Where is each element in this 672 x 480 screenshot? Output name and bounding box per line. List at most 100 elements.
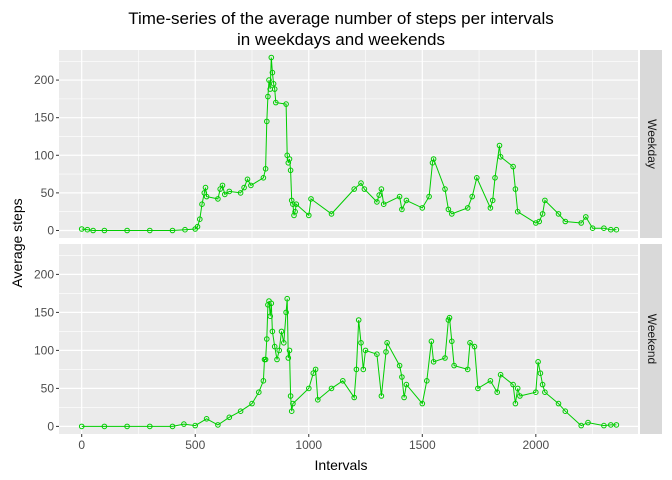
data-point	[419, 400, 426, 407]
data-point	[474, 175, 480, 181]
series-line	[81, 57, 617, 231]
data-point	[286, 347, 293, 354]
data-point	[555, 400, 562, 407]
data-point	[290, 400, 296, 407]
data-point	[248, 182, 254, 189]
data-point	[260, 378, 267, 384]
data-point	[555, 211, 562, 217]
data-point	[197, 216, 203, 222]
data-point	[562, 218, 569, 225]
data-point	[449, 211, 455, 217]
data-point	[281, 340, 287, 346]
panel-weekend: 0 50 100 150 200 Weekend	[34, 244, 662, 434]
data-point	[287, 393, 294, 399]
data-point	[489, 197, 496, 204]
data-point	[169, 423, 176, 430]
panel-weekday: 0 50 100 150 200 Weekday	[34, 50, 662, 238]
data-point	[237, 408, 244, 415]
data-point	[535, 359, 541, 365]
data-point	[358, 340, 364, 346]
y-tick-label: 200	[34, 267, 54, 281]
data-point	[269, 69, 276, 76]
y-tick-label: 0	[47, 419, 54, 433]
data-point	[583, 214, 589, 220]
data-point	[101, 423, 108, 430]
data-point	[613, 422, 620, 428]
facet-strip-label: Weekend	[645, 314, 659, 364]
data-point	[539, 381, 546, 388]
data-point	[268, 54, 275, 61]
panel-background	[59, 50, 638, 238]
data-point	[328, 385, 335, 392]
data-point	[181, 421, 187, 427]
data-point	[278, 328, 285, 335]
data-point	[497, 154, 504, 160]
data-point	[384, 340, 390, 346]
data-point	[169, 227, 176, 234]
data-point	[237, 190, 244, 196]
data-point	[273, 99, 279, 106]
data-point	[315, 397, 321, 403]
data-point	[244, 176, 251, 183]
data-point	[403, 381, 410, 388]
data-point	[266, 77, 272, 83]
data-point	[517, 393, 523, 399]
data-point	[496, 142, 503, 149]
data-point	[292, 208, 298, 215]
data-point	[84, 226, 91, 233]
data-point	[510, 163, 516, 170]
data-point	[442, 355, 448, 361]
data-point	[449, 338, 455, 345]
data-point	[374, 351, 380, 358]
data-point	[264, 336, 270, 342]
data-point	[284, 295, 291, 302]
data-point	[533, 389, 539, 396]
data-point	[430, 156, 437, 162]
data-point	[510, 381, 516, 388]
data-point	[182, 226, 188, 233]
data-point	[328, 211, 335, 217]
data-point	[533, 220, 539, 226]
data-point	[562, 408, 569, 415]
data-point	[203, 416, 210, 422]
data-point	[396, 193, 403, 200]
data-point	[264, 118, 270, 125]
data-point	[276, 347, 283, 354]
data-point	[429, 160, 436, 166]
data-point	[361, 186, 368, 192]
x-axis-title: Intervals	[315, 457, 368, 473]
facet-panels: 0 50 100 150 200 Weekday 0 50 100 150 200 Weekend 0 5…	[34, 50, 662, 452]
chart-title-line-1: Time-series of the average number of ste…	[128, 9, 554, 28]
y-tick-label: 200	[34, 73, 54, 87]
data-point	[585, 419, 591, 426]
data-point	[199, 201, 205, 207]
data-point	[537, 370, 544, 377]
data-point	[215, 422, 221, 428]
data-point	[464, 205, 471, 211]
data-point	[374, 199, 380, 205]
data-point	[424, 378, 430, 384]
data-point	[124, 227, 130, 234]
data-point	[512, 186, 519, 192]
data-point	[419, 205, 426, 211]
data-point	[271, 343, 278, 350]
data-point	[78, 423, 85, 430]
data-point	[351, 186, 358, 192]
data-point	[497, 371, 504, 378]
x-tick-label: 1000	[295, 438, 322, 452]
data-point	[376, 192, 383, 198]
data-point	[256, 389, 262, 396]
data-point	[608, 226, 614, 233]
data-point	[514, 385, 521, 392]
data-point	[578, 220, 585, 226]
data-point	[308, 196, 314, 202]
y-tick-label: 150	[34, 111, 54, 125]
data-point	[471, 343, 478, 350]
data-point	[492, 175, 498, 181]
data-point	[608, 422, 614, 428]
data-point	[194, 223, 201, 230]
data-point	[487, 205, 494, 211]
data-point	[147, 423, 153, 430]
data-point	[306, 212, 312, 219]
